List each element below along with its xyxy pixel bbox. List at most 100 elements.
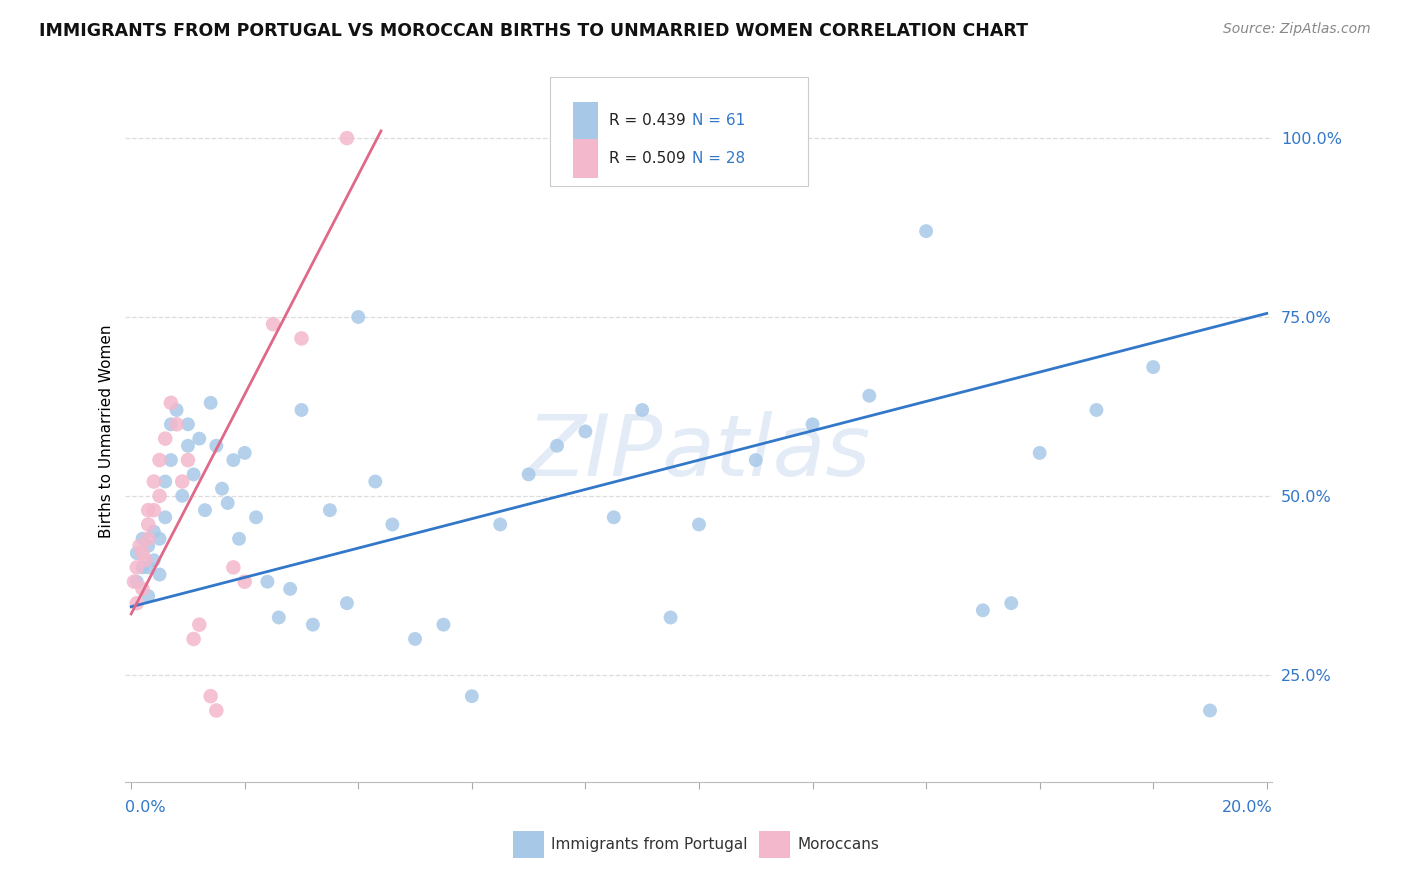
Point	[245, 510, 267, 524]
Text: R = 0.509: R = 0.509	[609, 151, 686, 166]
Point	[122, 574, 145, 589]
Point	[211, 482, 233, 496]
Point	[160, 417, 183, 432]
Point	[136, 589, 159, 603]
Text: Source: ZipAtlas.com: Source: ZipAtlas.com	[1223, 22, 1371, 37]
Point	[1199, 704, 1222, 718]
Point	[155, 432, 177, 446]
Point	[688, 517, 710, 532]
FancyBboxPatch shape	[572, 102, 598, 140]
Point	[489, 517, 512, 532]
Point	[381, 517, 404, 532]
Text: N = 61: N = 61	[692, 113, 745, 128]
Point	[148, 489, 170, 503]
Point	[136, 560, 159, 574]
Point	[205, 704, 228, 718]
Point	[166, 417, 188, 432]
Text: Moroccans: Moroccans	[797, 837, 879, 852]
Point	[136, 517, 159, 532]
Point	[915, 224, 938, 238]
Point	[1028, 446, 1050, 460]
Point	[136, 532, 159, 546]
Point	[148, 567, 170, 582]
Point	[142, 524, 165, 539]
Point	[574, 425, 596, 439]
Point	[858, 389, 880, 403]
Point	[432, 617, 454, 632]
Point	[125, 596, 148, 610]
Point	[659, 610, 682, 624]
Point	[745, 453, 768, 467]
Point	[177, 439, 200, 453]
Point	[194, 503, 217, 517]
Point	[222, 453, 245, 467]
Point	[256, 574, 278, 589]
Point	[183, 467, 205, 482]
Point	[136, 539, 159, 553]
Point	[134, 553, 156, 567]
Point	[125, 546, 148, 560]
Point	[125, 574, 148, 589]
Point	[972, 603, 994, 617]
Point	[131, 546, 153, 560]
Point	[131, 560, 153, 574]
Point	[233, 574, 256, 589]
Text: ZIPatlas: ZIPatlas	[527, 411, 872, 494]
Text: 0.0%: 0.0%	[125, 800, 166, 815]
Point	[142, 475, 165, 489]
FancyBboxPatch shape	[572, 139, 598, 178]
Point	[364, 475, 387, 489]
Point	[131, 582, 153, 596]
Point	[546, 439, 568, 453]
Point	[1142, 360, 1164, 375]
Point	[233, 446, 256, 460]
Point	[200, 689, 222, 703]
FancyBboxPatch shape	[550, 78, 808, 186]
Point	[1000, 596, 1022, 610]
Point	[217, 496, 239, 510]
Point	[183, 632, 205, 646]
Point	[148, 532, 170, 546]
Point	[461, 689, 484, 703]
Point	[801, 417, 824, 432]
Point	[160, 453, 183, 467]
Point	[205, 439, 228, 453]
Point	[278, 582, 301, 596]
Point	[603, 510, 626, 524]
Point	[125, 560, 148, 574]
Point	[228, 532, 250, 546]
Point	[631, 403, 654, 417]
Point	[188, 432, 211, 446]
Point	[517, 467, 540, 482]
Point	[290, 403, 312, 417]
Point	[172, 489, 194, 503]
Point	[290, 331, 312, 345]
Point	[142, 503, 165, 517]
Point	[148, 453, 170, 467]
Point	[262, 317, 284, 331]
Point	[347, 310, 370, 324]
Point	[131, 532, 153, 546]
Point	[302, 617, 325, 632]
Text: N = 28: N = 28	[692, 151, 745, 166]
Point	[128, 539, 150, 553]
Text: Immigrants from Portugal: Immigrants from Portugal	[551, 837, 748, 852]
Point	[404, 632, 426, 646]
Point	[155, 510, 177, 524]
Point	[319, 503, 342, 517]
Point	[177, 417, 200, 432]
Point	[336, 131, 359, 145]
Point	[267, 610, 290, 624]
Point	[160, 396, 183, 410]
Point	[172, 475, 194, 489]
Point	[1085, 403, 1108, 417]
Point	[188, 617, 211, 632]
Y-axis label: Births to Unmarried Women: Births to Unmarried Women	[100, 325, 114, 538]
Point	[155, 475, 177, 489]
Point	[177, 453, 200, 467]
Text: R = 0.439: R = 0.439	[609, 113, 686, 128]
Point	[142, 553, 165, 567]
Point	[166, 403, 188, 417]
Point	[336, 596, 359, 610]
Point	[136, 503, 159, 517]
